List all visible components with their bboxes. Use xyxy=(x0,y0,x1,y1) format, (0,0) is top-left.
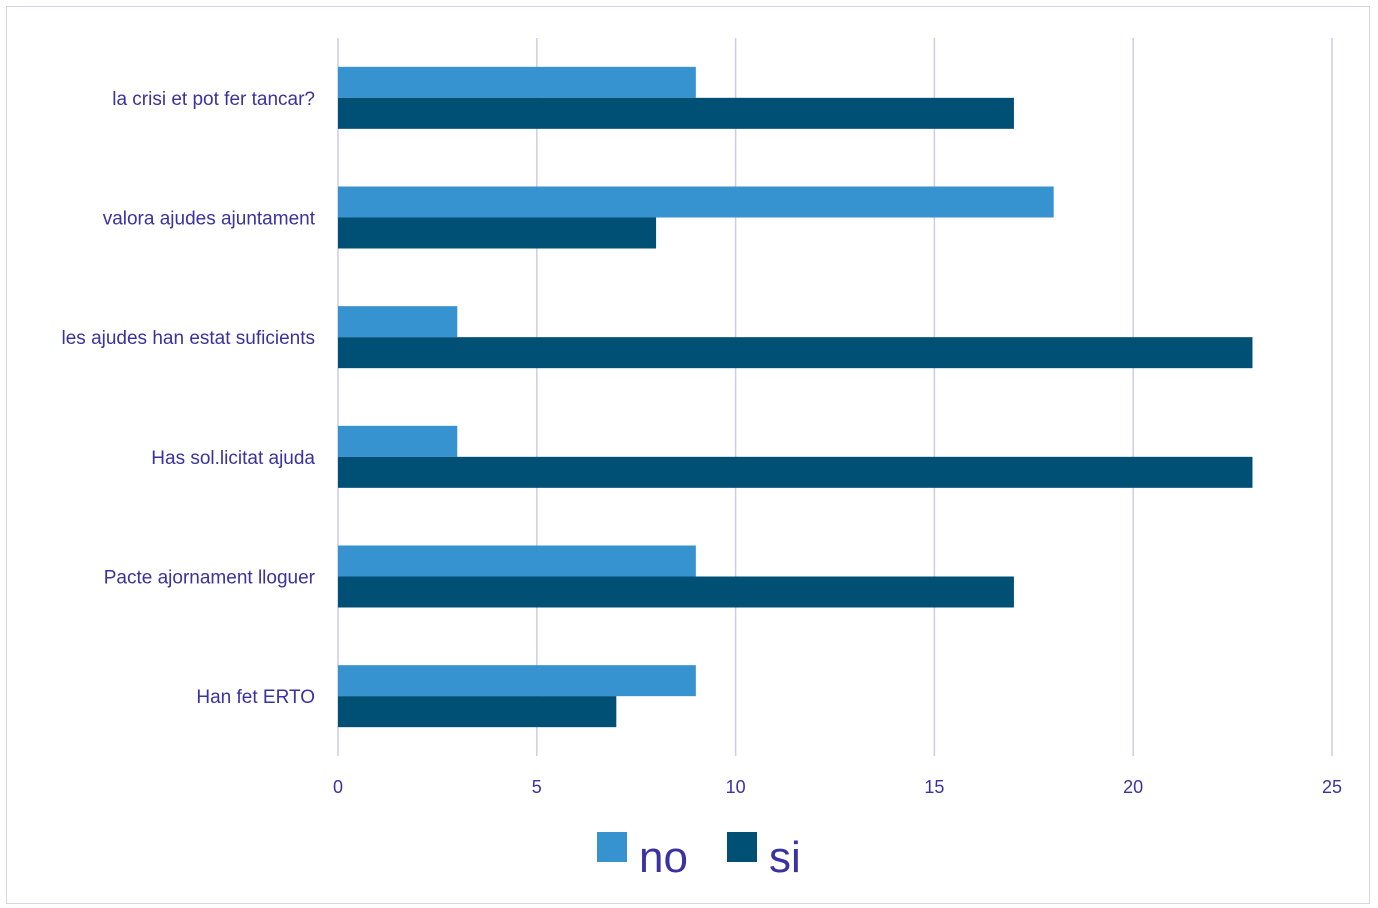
category-label: Pacte ajornament lloguer xyxy=(104,568,316,589)
legend-label-no: no xyxy=(639,833,688,882)
x-tick-label: 5 xyxy=(532,777,542,797)
x-tick-label: 10 xyxy=(726,777,746,797)
x-tick-label: 25 xyxy=(1322,777,1342,797)
legend-swatch-no xyxy=(597,832,627,862)
category-label: les ajudes han estat suficients xyxy=(62,328,316,349)
gridlines xyxy=(337,38,1333,756)
x-tick-labels: 0 5 10 15 20 25 xyxy=(333,777,1342,797)
bar-no xyxy=(338,665,696,697)
x-tick-label: 15 xyxy=(924,777,944,797)
bar-no xyxy=(338,545,696,577)
category-label: Has sol.licitat ajuda xyxy=(151,448,315,469)
chart-frame xyxy=(6,6,1370,904)
bar-si xyxy=(338,337,1253,369)
category-label: Han fet ERTO xyxy=(196,687,315,708)
bar-no xyxy=(338,306,458,338)
bars xyxy=(338,66,1253,728)
bar-no xyxy=(338,186,1054,218)
category-labels: la crisi et pot fer tancar? valora ajudes… xyxy=(62,89,316,708)
bar-no xyxy=(338,66,696,98)
bar-si xyxy=(338,696,617,728)
bar-no xyxy=(338,425,458,457)
x-tick-label: 0 xyxy=(333,777,343,797)
bar-si xyxy=(338,576,1014,608)
bar-si xyxy=(338,217,657,249)
bar-si xyxy=(338,97,1014,129)
legend-swatch-si xyxy=(727,832,757,862)
category-label: la crisi et pot fer tancar? xyxy=(112,89,315,110)
legend: no si xyxy=(597,832,801,882)
category-label: valora ajudes ajuntament xyxy=(103,209,316,230)
legend-label-si: si xyxy=(769,833,801,882)
x-tick-label: 20 xyxy=(1123,777,1143,797)
bar-si xyxy=(338,456,1253,488)
